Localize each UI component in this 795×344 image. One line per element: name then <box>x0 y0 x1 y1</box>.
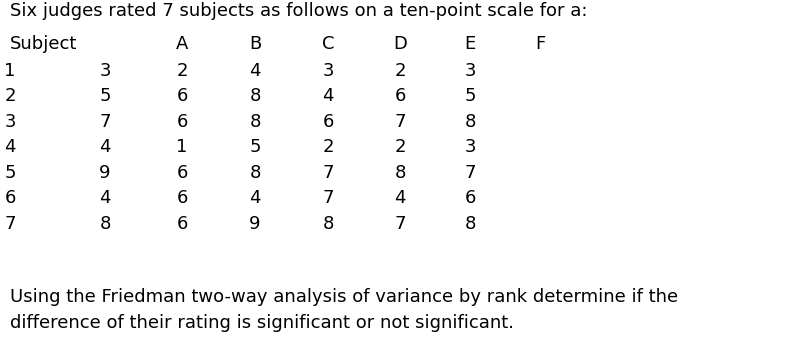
Text: 9: 9 <box>99 164 111 182</box>
Text: 7: 7 <box>4 215 16 233</box>
Text: D: D <box>393 35 407 53</box>
Text: 6: 6 <box>394 87 405 106</box>
Text: 6: 6 <box>176 190 188 207</box>
Text: 2: 2 <box>322 139 334 157</box>
Text: 5: 5 <box>250 139 261 157</box>
Text: 3: 3 <box>464 62 475 80</box>
Text: 7: 7 <box>322 190 334 207</box>
Text: 3: 3 <box>464 139 475 157</box>
Text: C: C <box>322 35 334 53</box>
Text: 6: 6 <box>176 215 188 233</box>
Text: 4: 4 <box>250 190 261 207</box>
Text: 5: 5 <box>99 87 111 106</box>
Text: 7: 7 <box>464 164 475 182</box>
Text: 8: 8 <box>464 113 475 131</box>
Text: 9: 9 <box>250 215 261 233</box>
Text: 7: 7 <box>99 113 111 131</box>
Text: 1: 1 <box>176 139 188 157</box>
Text: 1: 1 <box>4 62 16 80</box>
Text: Subject: Subject <box>10 35 77 53</box>
Text: 8: 8 <box>250 164 261 182</box>
Text: 7: 7 <box>394 113 405 131</box>
Text: 7: 7 <box>394 215 405 233</box>
Text: 8: 8 <box>250 87 261 106</box>
Text: 4: 4 <box>394 190 405 207</box>
Text: 6: 6 <box>464 190 475 207</box>
Text: 8: 8 <box>250 113 261 131</box>
Text: 5: 5 <box>4 164 16 182</box>
Text: 6: 6 <box>176 164 188 182</box>
Text: difference of their rating is significant or not significant.: difference of their rating is significan… <box>10 314 514 332</box>
Text: 4: 4 <box>4 139 16 157</box>
Text: 5: 5 <box>464 87 475 106</box>
Text: 6: 6 <box>176 113 188 131</box>
Text: F: F <box>535 35 545 53</box>
Text: 4: 4 <box>99 190 111 207</box>
Text: 2: 2 <box>394 62 405 80</box>
Text: 2: 2 <box>394 139 405 157</box>
Text: 8: 8 <box>394 164 405 182</box>
Text: Six judges rated 7 subjects as follows on a ten-point scale for a:: Six judges rated 7 subjects as follows o… <box>10 2 588 20</box>
Text: Using the Friedman two-way analysis of variance by rank determine if the: Using the Friedman two-way analysis of v… <box>10 288 678 306</box>
Text: 7: 7 <box>322 164 334 182</box>
Text: 3: 3 <box>322 62 334 80</box>
Text: 4: 4 <box>322 87 334 106</box>
Text: 4: 4 <box>250 62 261 80</box>
Text: E: E <box>464 35 475 53</box>
Text: 6: 6 <box>176 87 188 106</box>
Text: 3: 3 <box>99 62 111 80</box>
Text: 6: 6 <box>322 113 334 131</box>
Text: 2: 2 <box>4 87 16 106</box>
Text: 4: 4 <box>99 139 111 157</box>
Text: 3: 3 <box>4 113 16 131</box>
Text: 8: 8 <box>99 215 111 233</box>
Text: 2: 2 <box>176 62 188 80</box>
Text: 8: 8 <box>322 215 334 233</box>
Text: 8: 8 <box>464 215 475 233</box>
Text: 6: 6 <box>4 190 16 207</box>
Text: B: B <box>249 35 261 53</box>
Text: A: A <box>176 35 188 53</box>
